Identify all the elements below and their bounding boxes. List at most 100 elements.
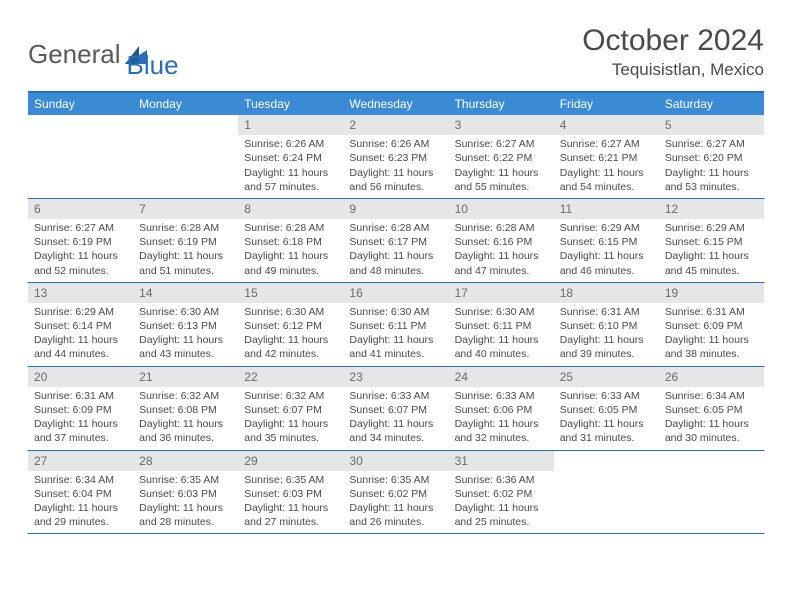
day-body: Sunrise: 6:35 AMSunset: 6:03 PMDaylight:… [133, 471, 238, 534]
day-cell: 8Sunrise: 6:28 AMSunset: 6:18 PMDaylight… [238, 199, 343, 282]
day-number: 13 [28, 283, 133, 303]
day-cell: 18Sunrise: 6:31 AMSunset: 6:10 PMDayligh… [554, 283, 659, 366]
week-row: 6Sunrise: 6:27 AMSunset: 6:19 PMDaylight… [28, 199, 764, 283]
day-cell: 29Sunrise: 6:35 AMSunset: 6:03 PMDayligh… [238, 451, 343, 534]
day-number: 27 [28, 451, 133, 471]
day-number: 10 [449, 199, 554, 219]
day-cell: 6Sunrise: 6:27 AMSunset: 6:19 PMDaylight… [28, 199, 133, 282]
day-number: 24 [449, 367, 554, 387]
day-body: Sunrise: 6:34 AMSunset: 6:04 PMDaylight:… [28, 471, 133, 534]
day-body: Sunrise: 6:30 AMSunset: 6:12 PMDaylight:… [238, 303, 343, 366]
day-number: 21 [133, 367, 238, 387]
day-cell: 7Sunrise: 6:28 AMSunset: 6:19 PMDaylight… [133, 199, 238, 282]
dow-cell: Thursday [449, 93, 554, 115]
day-body: Sunrise: 6:36 AMSunset: 6:02 PMDaylight:… [449, 471, 554, 534]
day-cell: 27Sunrise: 6:34 AMSunset: 6:04 PMDayligh… [28, 451, 133, 534]
day-number: 31 [449, 451, 554, 471]
day-cell: 31Sunrise: 6:36 AMSunset: 6:02 PMDayligh… [449, 451, 554, 534]
day-number: 28 [133, 451, 238, 471]
day-cell [554, 451, 659, 534]
day-body: Sunrise: 6:29 AMSunset: 6:15 PMDaylight:… [659, 219, 764, 282]
day-cell: 20Sunrise: 6:31 AMSunset: 6:09 PMDayligh… [28, 367, 133, 450]
day-cell: 3Sunrise: 6:27 AMSunset: 6:22 PMDaylight… [449, 115, 554, 198]
day-of-week-row: SundayMondayTuesdayWednesdayThursdayFrid… [28, 93, 764, 115]
day-number: 18 [554, 283, 659, 303]
day-cell: 16Sunrise: 6:30 AMSunset: 6:11 PMDayligh… [343, 283, 448, 366]
day-body: Sunrise: 6:33 AMSunset: 6:06 PMDaylight:… [449, 387, 554, 450]
day-cell: 26Sunrise: 6:34 AMSunset: 6:05 PMDayligh… [659, 367, 764, 450]
day-body: Sunrise: 6:28 AMSunset: 6:18 PMDaylight:… [238, 219, 343, 282]
logo-text-2: Blue [127, 50, 179, 81]
dow-cell: Tuesday [238, 93, 343, 115]
day-number: 11 [554, 199, 659, 219]
day-cell: 22Sunrise: 6:32 AMSunset: 6:07 PMDayligh… [238, 367, 343, 450]
day-cell: 21Sunrise: 6:32 AMSunset: 6:08 PMDayligh… [133, 367, 238, 450]
day-number: 7 [133, 199, 238, 219]
dow-cell: Wednesday [343, 93, 448, 115]
calendar: SundayMondayTuesdayWednesdayThursdayFrid… [28, 91, 764, 534]
day-number: 26 [659, 367, 764, 387]
day-number: 25 [554, 367, 659, 387]
day-number: 8 [238, 199, 343, 219]
day-body: Sunrise: 6:31 AMSunset: 6:09 PMDaylight:… [659, 303, 764, 366]
dow-cell: Friday [554, 93, 659, 115]
day-cell: 12Sunrise: 6:29 AMSunset: 6:15 PMDayligh… [659, 199, 764, 282]
day-number: 20 [28, 367, 133, 387]
day-cell [659, 451, 764, 534]
day-body: Sunrise: 6:31 AMSunset: 6:10 PMDaylight:… [554, 303, 659, 366]
day-body: Sunrise: 6:30 AMSunset: 6:11 PMDaylight:… [449, 303, 554, 366]
day-body: Sunrise: 6:28 AMSunset: 6:16 PMDaylight:… [449, 219, 554, 282]
day-body: Sunrise: 6:34 AMSunset: 6:05 PMDaylight:… [659, 387, 764, 450]
day-number: 3 [449, 115, 554, 135]
day-cell: 10Sunrise: 6:28 AMSunset: 6:16 PMDayligh… [449, 199, 554, 282]
week-row: 20Sunrise: 6:31 AMSunset: 6:09 PMDayligh… [28, 367, 764, 451]
day-cell: 4Sunrise: 6:27 AMSunset: 6:21 PMDaylight… [554, 115, 659, 198]
day-cell: 28Sunrise: 6:35 AMSunset: 6:03 PMDayligh… [133, 451, 238, 534]
day-body: Sunrise: 6:28 AMSunset: 6:19 PMDaylight:… [133, 219, 238, 282]
dow-cell: Monday [133, 93, 238, 115]
logo: General Blue [28, 24, 179, 81]
day-cell: 30Sunrise: 6:35 AMSunset: 6:02 PMDayligh… [343, 451, 448, 534]
day-cell: 24Sunrise: 6:33 AMSunset: 6:06 PMDayligh… [449, 367, 554, 450]
day-cell [28, 115, 133, 198]
day-number: 9 [343, 199, 448, 219]
week-row: 1Sunrise: 6:26 AMSunset: 6:24 PMDaylight… [28, 115, 764, 199]
day-cell: 25Sunrise: 6:33 AMSunset: 6:05 PMDayligh… [554, 367, 659, 450]
day-cell: 9Sunrise: 6:28 AMSunset: 6:17 PMDaylight… [343, 199, 448, 282]
week-row: 27Sunrise: 6:34 AMSunset: 6:04 PMDayligh… [28, 451, 764, 535]
day-cell: 23Sunrise: 6:33 AMSunset: 6:07 PMDayligh… [343, 367, 448, 450]
day-number: 12 [659, 199, 764, 219]
day-body: Sunrise: 6:30 AMSunset: 6:11 PMDaylight:… [343, 303, 448, 366]
day-number: 29 [238, 451, 343, 471]
dow-cell: Saturday [659, 93, 764, 115]
day-cell: 1Sunrise: 6:26 AMSunset: 6:24 PMDaylight… [238, 115, 343, 198]
logo-text-1: General [28, 39, 121, 70]
day-cell [133, 115, 238, 198]
day-number: 6 [28, 199, 133, 219]
day-body: Sunrise: 6:29 AMSunset: 6:14 PMDaylight:… [28, 303, 133, 366]
dow-cell: Sunday [28, 93, 133, 115]
header: General Blue October 2024 Tequisistlan, … [28, 24, 764, 81]
day-body: Sunrise: 6:35 AMSunset: 6:03 PMDaylight:… [238, 471, 343, 534]
day-body: Sunrise: 6:27 AMSunset: 6:21 PMDaylight:… [554, 135, 659, 198]
day-body: Sunrise: 6:33 AMSunset: 6:05 PMDaylight:… [554, 387, 659, 450]
day-body: Sunrise: 6:28 AMSunset: 6:17 PMDaylight:… [343, 219, 448, 282]
day-number: 16 [343, 283, 448, 303]
day-body: Sunrise: 6:26 AMSunset: 6:23 PMDaylight:… [343, 135, 448, 198]
day-cell: 17Sunrise: 6:30 AMSunset: 6:11 PMDayligh… [449, 283, 554, 366]
location: Tequisistlan, Mexico [582, 60, 764, 80]
day-body: Sunrise: 6:27 AMSunset: 6:22 PMDaylight:… [449, 135, 554, 198]
day-number: 4 [554, 115, 659, 135]
day-number: 22 [238, 367, 343, 387]
day-number: 14 [133, 283, 238, 303]
day-body: Sunrise: 6:26 AMSunset: 6:24 PMDaylight:… [238, 135, 343, 198]
day-body: Sunrise: 6:33 AMSunset: 6:07 PMDaylight:… [343, 387, 448, 450]
day-body: Sunrise: 6:30 AMSunset: 6:13 PMDaylight:… [133, 303, 238, 366]
day-number: 5 [659, 115, 764, 135]
day-body: Sunrise: 6:27 AMSunset: 6:19 PMDaylight:… [28, 219, 133, 282]
day-number: 1 [238, 115, 343, 135]
day-body: Sunrise: 6:29 AMSunset: 6:15 PMDaylight:… [554, 219, 659, 282]
day-cell: 11Sunrise: 6:29 AMSunset: 6:15 PMDayligh… [554, 199, 659, 282]
day-body: Sunrise: 6:31 AMSunset: 6:09 PMDaylight:… [28, 387, 133, 450]
day-body: Sunrise: 6:32 AMSunset: 6:08 PMDaylight:… [133, 387, 238, 450]
